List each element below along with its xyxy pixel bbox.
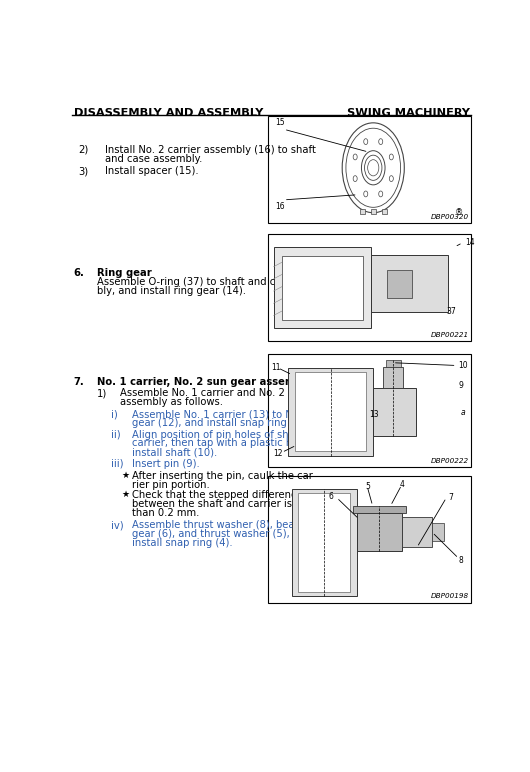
Text: gear (6), and thrust washer (5), then: gear (6), and thrust washer (5), then bbox=[132, 529, 315, 539]
Text: DISASSEMBLY AND ASSEMBLY: DISASSEMBLY AND ASSEMBLY bbox=[74, 108, 263, 118]
Bar bbox=[382, 209, 386, 214]
Text: 9: 9 bbox=[458, 381, 464, 391]
Bar bbox=[268, 117, 471, 223]
Text: than 0.2 mm.: than 0.2 mm. bbox=[132, 508, 199, 518]
Bar bbox=[402, 517, 432, 547]
Text: 37: 37 bbox=[446, 306, 456, 316]
Text: install snap ring (4).: install snap ring (4). bbox=[132, 538, 233, 548]
Text: DBP00320: DBP00320 bbox=[431, 214, 469, 220]
Bar bbox=[288, 367, 373, 455]
Text: Check that the stepped difference a: Check that the stepped difference a bbox=[132, 490, 312, 500]
Text: Assemble No. 1 carrier and No. 2 sun gear: Assemble No. 1 carrier and No. 2 sun gea… bbox=[120, 388, 332, 398]
Text: and case assembly.: and case assembly. bbox=[105, 154, 202, 164]
Text: 3): 3) bbox=[78, 166, 89, 176]
Text: After inserting the pin, caulk the car-: After inserting the pin, caulk the car- bbox=[132, 471, 316, 481]
Text: 8: 8 bbox=[458, 557, 463, 565]
Text: 14: 14 bbox=[465, 239, 474, 247]
Text: 7.: 7. bbox=[74, 377, 84, 387]
Text: 6.: 6. bbox=[74, 268, 84, 278]
Text: assembly as follows.: assembly as follows. bbox=[120, 397, 223, 407]
Text: 1): 1) bbox=[97, 388, 107, 398]
Bar bbox=[268, 476, 471, 603]
Text: No. 1 carrier, No. 2 sun gear assembly: No. 1 carrier, No. 2 sun gear assembly bbox=[97, 377, 313, 387]
Text: 4: 4 bbox=[400, 480, 404, 489]
Text: between the shaft and carrier is less: between the shaft and carrier is less bbox=[132, 499, 315, 509]
Bar bbox=[298, 493, 350, 592]
Text: DBP00221: DBP00221 bbox=[431, 331, 469, 337]
Text: SWING MACHINERY: SWING MACHINERY bbox=[347, 108, 470, 118]
Text: i): i) bbox=[111, 409, 118, 419]
Bar bbox=[371, 209, 376, 214]
Text: iv): iv) bbox=[111, 520, 124, 530]
Text: carrier, then tap with a plastic hammer to: carrier, then tap with a plastic hammer … bbox=[132, 438, 341, 449]
Text: iii): iii) bbox=[111, 459, 124, 469]
Bar bbox=[360, 209, 365, 214]
Bar bbox=[268, 234, 471, 341]
Bar bbox=[386, 361, 401, 367]
Text: DBP00222: DBP00222 bbox=[431, 458, 469, 463]
Text: Align position of pin holes of shaft and: Align position of pin holes of shaft and bbox=[132, 429, 324, 439]
Text: bly, and install ring gear (14).: bly, and install ring gear (14). bbox=[97, 286, 246, 296]
Text: rier pin portion.: rier pin portion. bbox=[132, 479, 210, 489]
Text: 13: 13 bbox=[369, 410, 379, 418]
Text: install shaft (10).: install shaft (10). bbox=[132, 447, 217, 457]
Text: a: a bbox=[461, 408, 465, 418]
Text: Insert pin (9).: Insert pin (9). bbox=[132, 459, 200, 469]
Text: 5: 5 bbox=[365, 482, 370, 491]
Text: DBP00198: DBP00198 bbox=[431, 593, 469, 599]
Bar bbox=[383, 367, 402, 388]
Text: 6: 6 bbox=[329, 492, 333, 501]
Text: Install spacer (15).: Install spacer (15). bbox=[105, 166, 199, 176]
Bar bbox=[357, 513, 402, 551]
Text: 15: 15 bbox=[276, 118, 285, 127]
Bar bbox=[371, 256, 448, 312]
Bar bbox=[353, 506, 406, 513]
Text: ii): ii) bbox=[111, 429, 121, 439]
Bar bbox=[292, 489, 357, 596]
Bar bbox=[387, 269, 412, 298]
Text: Ring gear: Ring gear bbox=[97, 268, 152, 278]
Text: Assemble No. 1 carrier (13) to No. 2 sun: Assemble No. 1 carrier (13) to No. 2 sun bbox=[132, 409, 332, 419]
Text: 12: 12 bbox=[273, 449, 283, 458]
Text: 2): 2) bbox=[78, 145, 89, 155]
Text: ★: ★ bbox=[122, 490, 130, 499]
Text: 11: 11 bbox=[271, 364, 281, 372]
Text: Install No. 2 carrier assembly (16) to shaft: Install No. 2 carrier assembly (16) to s… bbox=[105, 145, 316, 155]
Bar bbox=[273, 247, 371, 328]
Bar bbox=[432, 523, 445, 541]
Text: ★: ★ bbox=[122, 471, 130, 480]
Text: Assemble O-ring (37) to shaft and case assem-: Assemble O-ring (37) to shaft and case a… bbox=[97, 277, 332, 286]
Text: gear (12), and install snap ring (11).: gear (12), and install snap ring (11). bbox=[132, 418, 314, 428]
Bar bbox=[282, 256, 363, 320]
Bar bbox=[268, 354, 471, 467]
Text: Assemble thrust washer (8), bearing (7),: Assemble thrust washer (8), bearing (7), bbox=[132, 520, 334, 530]
Text: 16: 16 bbox=[276, 202, 285, 211]
Text: 10: 10 bbox=[458, 361, 469, 370]
Text: ®: ® bbox=[455, 208, 463, 217]
Text: 7: 7 bbox=[448, 493, 453, 502]
Bar bbox=[373, 388, 416, 436]
Bar bbox=[295, 372, 366, 452]
